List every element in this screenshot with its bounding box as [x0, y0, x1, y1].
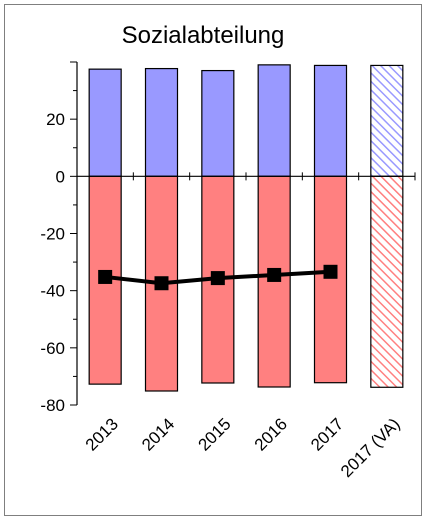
- bar-2014-positive: [144, 67, 179, 177]
- line-point-2014: [154, 276, 169, 291]
- x-category-label: 2014: [138, 414, 178, 454]
- x-category-label: 2017 (VA): [337, 414, 404, 481]
- line-point-2016: [267, 267, 282, 282]
- x-category-label: 2013: [82, 414, 122, 454]
- y-tick-label: -80: [40, 396, 65, 415]
- x-category-label: 2016: [251, 414, 291, 454]
- bars: [88, 64, 404, 392]
- bar-2013-positive: [88, 68, 122, 177]
- line-series: [98, 264, 338, 291]
- chart-title: Sozialabteilung: [122, 22, 285, 49]
- y-tick-label: -20: [40, 225, 65, 244]
- y-tick-label: -60: [40, 339, 65, 358]
- chart-frame: Sozialabteilung 20 0 -20 -40 -60 -80 2013 2014 2…: [4, 4, 422, 516]
- bar-2017-negative: [313, 175, 348, 384]
- y-tick-label: 20: [46, 110, 65, 129]
- line-point-2015: [210, 271, 225, 286]
- bar-2016-positive: [257, 64, 291, 177]
- y-tick-label: -40: [40, 282, 65, 301]
- line-point-2017: [323, 264, 338, 279]
- bar-2015-positive: [201, 69, 235, 177]
- chart: Sozialabteilung 20 0 -20 -40 -60 -80 2013 2014 2…: [40, 22, 416, 481]
- bar-2017-positive: [313, 64, 348, 177]
- x-category-label: 2015: [194, 414, 234, 454]
- bar-2017-VA-positive: [370, 64, 404, 177]
- y-tick-label: 0: [56, 167, 65, 186]
- axes: [70, 61, 416, 406]
- line-point-2013: [98, 269, 113, 284]
- x-category-label: 2017: [307, 414, 347, 454]
- bar-2017-VA-negative: [370, 175, 404, 388]
